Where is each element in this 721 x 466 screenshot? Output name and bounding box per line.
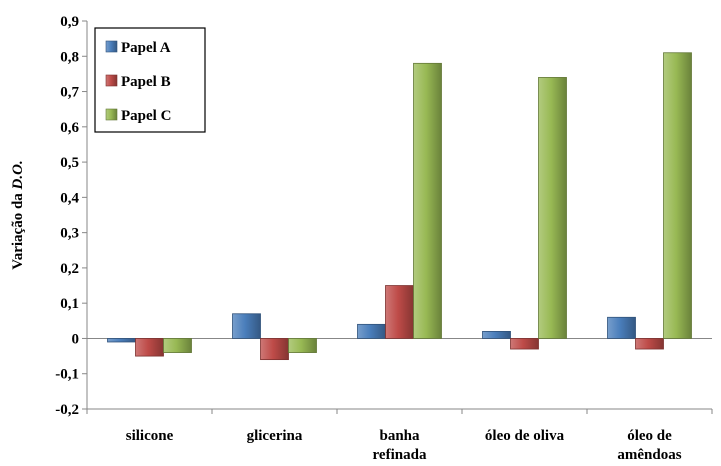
bar-papel-c-4 [663,52,692,339]
category-label-line: óleo de [627,428,672,444]
y-axis-title: Variação da D.O. [10,160,26,269]
category-label-line: amêndoas [617,447,681,461]
y-tick-label: 0,1 [60,296,79,312]
y-tick-labels: -0,2 -0,1 0 0,1 0,2 0,3 0,4 0,5 0,6 0,7 0,8 0,9 [55,14,79,418]
bars [107,52,692,361]
y-tick-label: 0,3 [60,226,79,242]
category-label-line: silicone [126,428,174,444]
y-tick-label: -0,2 [55,402,79,418]
bar-papel-a-1 [232,313,261,339]
bar-papel-b-0 [135,338,164,357]
bar-papel-c-0 [163,338,192,353]
category-label-line: glicerina [247,428,303,444]
legend-swatch [105,74,118,87]
legend-label: Papel A [121,40,171,56]
y-tick-label: 0 [72,331,80,347]
category-label: óleo de oliva [485,428,565,444]
legend-swatch [105,108,118,121]
bar-papel-c-2 [413,62,442,339]
category-label-line: banha [379,428,420,444]
bar-papel-b-2 [385,285,414,339]
y-tick-label: 0,6 [60,120,79,136]
y-tick-label: 0,4 [60,190,79,206]
bar-papel-a-2 [357,323,386,339]
y-tick-label: 0,2 [60,261,79,277]
bar-papel-c-3 [538,77,567,339]
bar-papel-a-4 [607,316,636,339]
y-axis-title-prefix: Variação da [10,189,26,269]
category-label-line: refinada [373,447,427,461]
category-label: óleo de amêndoas [617,428,681,461]
bar-papel-b-4 [635,338,664,350]
legend-label: Papel B [121,74,171,90]
category-label-line: óleo de oliva [485,428,565,444]
y-tick-label: -0,1 [55,367,79,383]
bar-papel-a-3 [482,330,511,339]
y-tick-label: 0,7 [60,85,79,101]
legend: Papel A Papel B Papel C [94,27,206,133]
legend-label: Papel C [121,108,171,124]
y-tick-label: 0,8 [60,49,79,65]
category-labels: silicone glicerina banha refinada óleo de ol… [126,428,682,463]
y-axis-title-italic: D.O. [10,160,26,190]
category-label: banha refinada [373,428,427,461]
y-tick-label: 0,5 [60,155,79,171]
category-label: silicone [126,428,174,444]
bar-papel-b-3 [510,338,539,350]
category-label: glicerina [247,428,303,444]
bar-papel-a-0 [107,338,136,343]
bar-papel-b-1 [260,338,289,361]
legend-swatch [105,40,118,53]
bar-papel-c-1 [288,338,317,353]
y-tick-label: 0,9 [60,14,79,30]
